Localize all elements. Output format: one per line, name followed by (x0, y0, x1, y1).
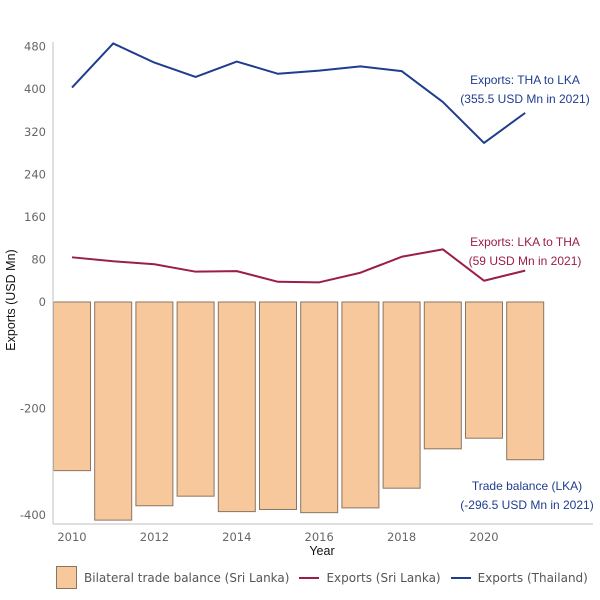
bar-2021 (506, 301, 545, 461)
legend-item-trade-balance: Bilateral trade balance (Sri Lanka) (56, 566, 289, 589)
x-tick-label: 2012 (140, 530, 169, 544)
bars-layer (53, 301, 545, 521)
y-tick-label: 80 (31, 252, 46, 266)
y-tick-label: 480 (24, 40, 46, 54)
axes-layer (52, 42, 593, 525)
legend-line-exports-sri-lanka (299, 576, 320, 579)
x-tick-labels: 2010 2012 2014 2016 2018 2020 (57, 530, 498, 544)
legend-label-trade-balance: Bilateral trade balance (Sri Lanka) (84, 570, 290, 585)
x-tick-label: 2010 (57, 530, 86, 544)
y-axis-title: Exports (USD Mn) (4, 249, 18, 350)
legend-item-exports-sri-lanka: Exports (Sri Lanka) (299, 570, 441, 585)
legend-item-exports-thailand: Exports (Thailand) (450, 570, 588, 585)
y-tick-label: -400 (20, 508, 46, 522)
bar-2017 (341, 301, 380, 509)
x-tick-label: 2014 (222, 530, 251, 544)
y-tick-label: 240 (24, 167, 46, 181)
bar-2013 (176, 301, 215, 497)
x-axis-title: Year (309, 544, 334, 558)
y-tick-labels: 480 400 320 240 160 80 0 -200 -400 (20, 40, 46, 522)
y-tick-label: 400 (24, 82, 46, 96)
line-exports-sri-lanka (71, 248, 526, 284)
x-tick-label: 2018 (387, 530, 416, 544)
line-exports-thailand (71, 42, 526, 144)
y-tick-label: 0 (39, 295, 46, 309)
y-tick-label: -200 (20, 401, 46, 415)
annotation-trade-balance-line2: (-296.5 USD Mn in 2021) (460, 498, 593, 512)
bar-2018 (382, 301, 421, 489)
legend-label-exports-thailand: Exports (Thailand) (477, 570, 588, 585)
annotation-trade-balance-line1: Trade balance (LKA) (472, 479, 582, 493)
annotation-exports-tha-line2: (355.5 USD Mn in 2021) (460, 92, 589, 106)
annotation-exports-lka-line1: Exports: LKA to THA (470, 235, 580, 249)
bar-2010 (53, 301, 91, 472)
annotation-exports-tha-line1: Exports: THA to LKA (470, 73, 580, 87)
bar-2011 (94, 301, 133, 521)
legend-swatch-trade-balance (56, 566, 77, 589)
x-tick-label: 2020 (469, 530, 498, 544)
y-tick-label: 160 (24, 210, 46, 224)
lines-layer (71, 42, 526, 284)
bar-2015 (259, 301, 297, 510)
bar-2014 (217, 301, 256, 513)
bar-2016 (300, 301, 339, 514)
bar-2012 (135, 301, 174, 507)
bar-2020 (465, 301, 503, 439)
y-tick-label: 320 (24, 125, 46, 139)
x-tick-label: 2016 (305, 530, 334, 544)
bar-2019 (423, 301, 462, 450)
legend: Bilateral trade balance (Sri Lanka) Expo… (56, 566, 598, 589)
legend-line-exports-thailand (450, 576, 471, 579)
legend-label-exports-sri-lanka: Exports (Sri Lanka) (326, 570, 441, 585)
annotation-exports-lka-line2: (59 USD Mn in 2021) (469, 254, 582, 268)
annotations-layer: Exports: THA to LKA (355.5 USD Mn in 2021… (460, 73, 593, 512)
